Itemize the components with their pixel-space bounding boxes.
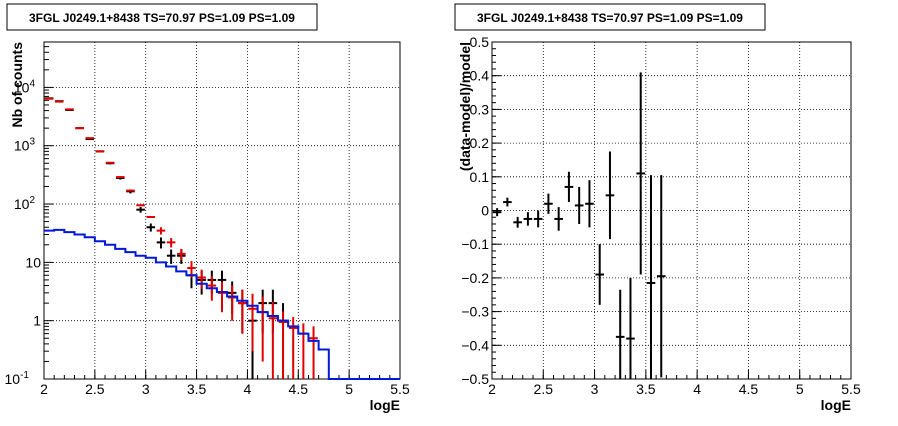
left-xtick-label: 3.5 bbox=[187, 381, 207, 397]
right-ytick-label: −0.4 bbox=[461, 337, 489, 353]
left-ytick-label: 103 bbox=[14, 137, 36, 154]
left-ytick-label: 104 bbox=[14, 78, 36, 95]
y-axis-label-right: (data-model)/model bbox=[457, 42, 473, 171]
left-ytick-label: 102 bbox=[14, 195, 36, 212]
right-ytick-label: −0.3 bbox=[461, 304, 489, 320]
left-ytick-label: 1 bbox=[33, 313, 41, 329]
chart-right: 3FGL J0249.1+8438 TS=70.97 PS=1.09 PS=1.… bbox=[454, 3, 861, 413]
right-xtick-label: 5 bbox=[796, 381, 804, 397]
right-xtick-label: 2 bbox=[488, 381, 496, 397]
right-ytick-label: −0.1 bbox=[461, 236, 489, 252]
right-ytick-label: 0.1 bbox=[470, 169, 490, 185]
right-ytick-label: 0.3 bbox=[470, 101, 490, 117]
x-axis-label-right: logE bbox=[821, 397, 851, 413]
left-xtick-label: 5.5 bbox=[390, 381, 410, 397]
chart-title-left: 3FGL J0249.1+8438 TS=70.97 PS=1.09 PS=1.… bbox=[29, 11, 295, 25]
plot-marks-right bbox=[492, 72, 666, 379]
right-ytick-label: 0.5 bbox=[470, 34, 490, 50]
right-xtick-label: 2.5 bbox=[534, 381, 554, 397]
chart-title-right: 3FGL J0249.1+8438 TS=70.97 PS=1.09 PS=1.… bbox=[477, 11, 743, 25]
right-xtick-label: 4.5 bbox=[739, 381, 759, 397]
plot-marks-left bbox=[44, 97, 400, 380]
right-ytick-label: 0.4 bbox=[470, 68, 490, 84]
right-xtick-label: 3 bbox=[591, 381, 599, 397]
left-xtick-label: 4.5 bbox=[289, 381, 309, 397]
right-xtick-label: 3.5 bbox=[636, 381, 656, 397]
right-ytick-label: 0.2 bbox=[470, 135, 490, 151]
title-box-left bbox=[6, 3, 318, 31]
gridlines-left bbox=[44, 42, 400, 379]
gridlines-right bbox=[492, 42, 851, 379]
right-ytick-label: −0.2 bbox=[461, 270, 489, 286]
chart-left: 3FGL J0249.1+8438 TS=70.97 PS=1.09 PS=1.… bbox=[5, 3, 410, 413]
left-model-step-line bbox=[44, 228, 400, 380]
plot-frame-left bbox=[43, 41, 401, 380]
axis-ticks-right: 2 2.5 3 3.5 4 4.5 5 5.5 −0.5 −0.4 −0.3 −0.2 −0.1 0 0.1… bbox=[461, 34, 861, 397]
y-axis-label-left: Nb of counts bbox=[9, 42, 25, 128]
title-box-right bbox=[454, 3, 766, 31]
right-xtick-label: 5.5 bbox=[841, 381, 861, 397]
left-xtick-label: 5 bbox=[345, 381, 353, 397]
right-ytick-label: −0.5 bbox=[461, 371, 489, 387]
left-xtick-label: 2 bbox=[40, 381, 48, 397]
x-axis-label-left: logE bbox=[370, 397, 400, 413]
axis-ticks-left: 2 2.5 3 3.5 4 4.5 5 5.5 10-1 1 10 102 103 104 bbox=[5, 41, 410, 397]
left-xtick-label: 4 bbox=[244, 381, 252, 397]
right-ytick-label: 0 bbox=[481, 203, 489, 219]
left-ytick-label: 10 bbox=[25, 254, 41, 270]
right-xtick-label: 4 bbox=[693, 381, 701, 397]
plot-frame-right bbox=[491, 41, 852, 380]
left-xtick-label: 2.5 bbox=[85, 381, 105, 397]
left-xtick-label: 3 bbox=[142, 381, 150, 397]
left-ytick-label: 10-1 bbox=[5, 370, 30, 387]
